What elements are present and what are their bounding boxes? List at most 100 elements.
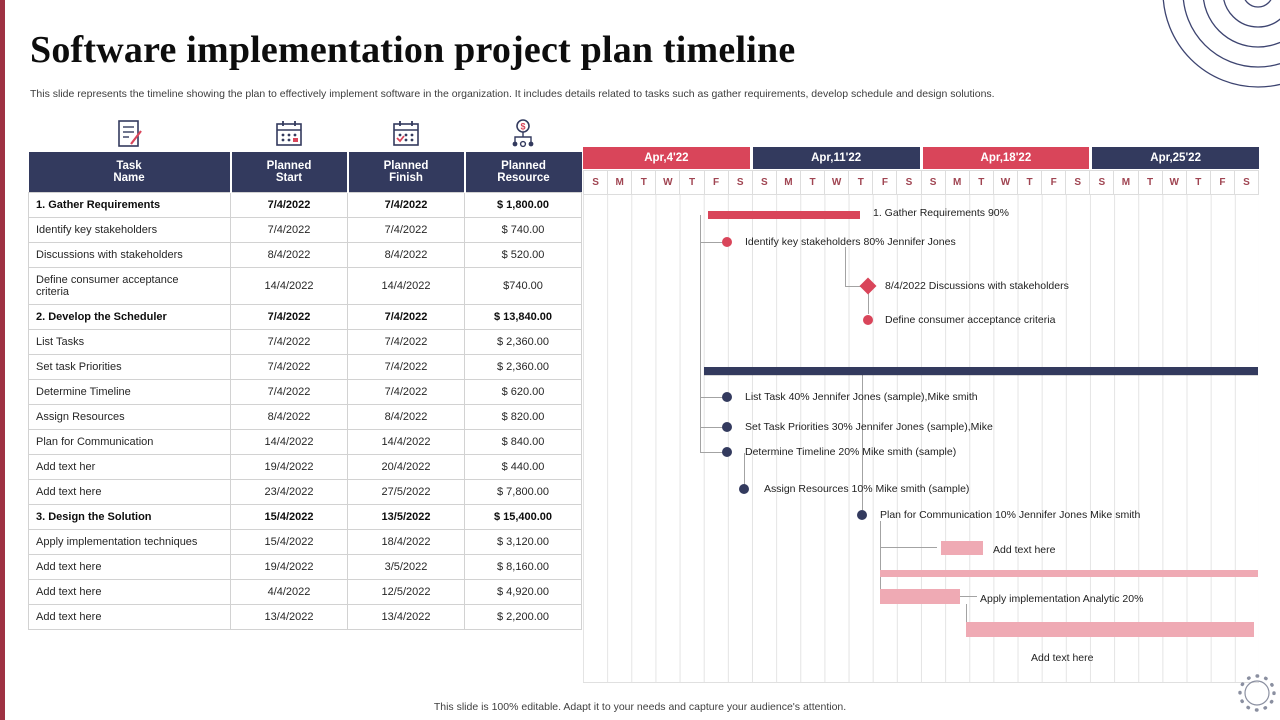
day-header-cell: W <box>824 170 850 195</box>
connector-line <box>881 547 937 548</box>
task-bar <box>966 622 1254 637</box>
task-row: Set task Priorities 7/4/2022 7/4/2022 $ 2,3… <box>28 353 582 380</box>
task-row: Plan for Communication 14/4/2022 14/4/2022… <box>28 428 582 455</box>
planned-resource-cell: $ 620.00 <box>464 378 582 405</box>
connector-line <box>966 604 967 622</box>
summary-bar <box>704 367 1258 375</box>
task-name-cell: 1. Gather Requirements <box>28 191 231 218</box>
task-name-cell: Plan for Communication <box>28 428 231 455</box>
milestone-dot <box>722 237 732 247</box>
planned-resource-cell: $ 820.00 <box>464 403 582 430</box>
week-header-cell: Apr,11'22 <box>752 147 920 169</box>
planned-finish-cell: 8/4/2022 <box>347 403 465 430</box>
connector-line <box>744 453 745 490</box>
planned-resource-cell: $ 1,800.00 <box>464 191 582 218</box>
day-header-cell: M <box>1113 170 1139 195</box>
milestone-dot <box>739 484 749 494</box>
connector-line <box>960 596 977 597</box>
task-table-body: 1. Gather Requirements 7/4/2022 7/4/2022 $ … <box>28 191 582 630</box>
planned-start-cell: 14/4/2022 <box>230 266 348 305</box>
planned-resource-cell: $ 440.00 <box>464 453 582 480</box>
day-header-cell: F <box>703 170 729 195</box>
planned-finish-cell: 20/4/2022 <box>347 453 465 480</box>
task-row: Add text here 13/4/2022 13/4/2022 $ 2,200.0… <box>28 603 582 630</box>
day-header-cell: W <box>992 170 1018 195</box>
connector-line <box>880 521 881 589</box>
milestone-dot <box>857 510 867 520</box>
day-header-cell: T <box>1185 170 1211 195</box>
gantt-task-label: 1. Gather Requirements 90% <box>873 207 1009 219</box>
day-header-cell: S <box>1233 170 1260 195</box>
column-header: Planned Finish <box>347 152 466 192</box>
gantt-task-label: Add text here <box>1031 652 1094 664</box>
connector-line <box>700 215 701 453</box>
planned-resource-cell: $ 2,360.00 <box>464 328 582 355</box>
day-header-cell: T <box>1016 170 1043 195</box>
connector-line <box>700 242 728 243</box>
task-name-cell: Add text here <box>28 553 231 580</box>
planned-start-cell: 19/4/2022 <box>230 453 348 480</box>
planned-resource-cell: $ 4,920.00 <box>464 578 582 605</box>
task-bar <box>708 211 860 219</box>
gantt-task-label: Determine Timeline 20% Mike smith (sampl… <box>745 446 957 458</box>
column-header: Planned Resource <box>464 152 582 192</box>
task-row: 1. Gather Requirements 7/4/2022 7/4/2022 $ … <box>28 191 582 218</box>
planned-start-cell: 13/4/2022 <box>230 603 348 630</box>
day-header-cell: T <box>848 170 874 195</box>
planned-finish-cell: 18/4/2022 <box>347 528 465 555</box>
planned-start-cell: 4/4/2022 <box>230 578 348 605</box>
task-name-cell: Determine Timeline <box>28 378 231 405</box>
day-header-cell: S <box>583 170 609 195</box>
task-name-cell: 2. Develop the Scheduler <box>28 303 231 330</box>
planned-start-cell: 15/4/2022 <box>230 528 348 555</box>
gantt-task-label: Set Task Priorities 30% Jennifer Jones (… <box>745 421 993 433</box>
day-header-cell: S <box>751 170 777 195</box>
week-header-cell: Apr,25'22 <box>1092 147 1259 169</box>
week-header-cell: Apr,4'22 <box>583 147 750 169</box>
task-row: Add text here 23/4/2022 27/5/2022 $ 7,800.0… <box>28 478 582 505</box>
planned-resource-cell: $ 3,120.00 <box>464 528 582 555</box>
planned-resource-cell: $ 8,160.00 <box>464 553 582 580</box>
task-row: Apply implementation techniques 15/4/2022… <box>28 528 582 555</box>
task-name-cell: Identify key stakeholders <box>28 216 231 243</box>
planned-start-cell: 7/4/2022 <box>230 216 348 243</box>
task-row: Add text here 19/4/2022 3/5/2022 $ 8,160.00 <box>28 553 582 580</box>
day-header-cell: T <box>679 170 705 195</box>
planned-start-cell: 8/4/2022 <box>230 403 348 430</box>
task-name-cell: List Tasks <box>28 328 231 355</box>
week-header-cell: Apr,18'22 <box>922 147 1090 169</box>
day-header-cell: S <box>1089 170 1115 195</box>
planned-finish-cell: 14/4/2022 <box>347 428 465 455</box>
gantt-chart-area: 1. Gather Requirements 90% Identify key s… <box>583 195 1259 683</box>
task-name-cell: Add text here <box>28 578 231 605</box>
planned-finish-cell: 13/5/2022 <box>347 503 465 530</box>
planned-finish-cell: 3/5/2022 <box>347 553 465 580</box>
planned-finish-cell: 7/4/2022 <box>347 378 465 405</box>
gantt-week-header: Apr,4'22 Apr,11'22 Apr,18'22 Apr,25'22 <box>583 147 1259 169</box>
planned-finish-cell: 7/4/2022 <box>347 353 465 380</box>
left-accent-stripe <box>0 0 5 720</box>
task-name-cell: Define consumer acceptance criteria <box>28 266 231 305</box>
milestone-dot <box>722 422 732 432</box>
connector-line <box>700 427 728 428</box>
day-header-cell: W <box>655 170 681 195</box>
gantt-task-label: Identify key stakeholders 80% Jennifer J… <box>745 236 956 248</box>
day-header-cell: M <box>944 170 970 195</box>
seal-icon <box>1238 674 1276 712</box>
task-bar <box>880 570 1258 577</box>
column-header: Task Name <box>28 152 232 192</box>
planned-resource-cell: $ 520.00 <box>464 241 582 268</box>
slide-subtitle: This slide represents the timeline showi… <box>30 88 995 100</box>
task-row: Add text here 4/4/2022 12/5/2022 $ 4,920.00 <box>28 578 582 605</box>
column-header: Planned Start <box>230 152 349 192</box>
day-header-cell: M <box>607 170 633 195</box>
planned-start-cell: 15/4/2022 <box>230 503 348 530</box>
connector-line <box>845 247 846 286</box>
task-name-cell: Set task Priorities <box>28 353 231 380</box>
planned-finish-cell: 7/4/2022 <box>347 303 465 330</box>
planned-resource-cell: $740.00 <box>464 266 582 305</box>
day-header-cell: F <box>872 170 898 195</box>
task-table: Task Name Planned Start Planned Finish Plan… <box>28 152 582 630</box>
